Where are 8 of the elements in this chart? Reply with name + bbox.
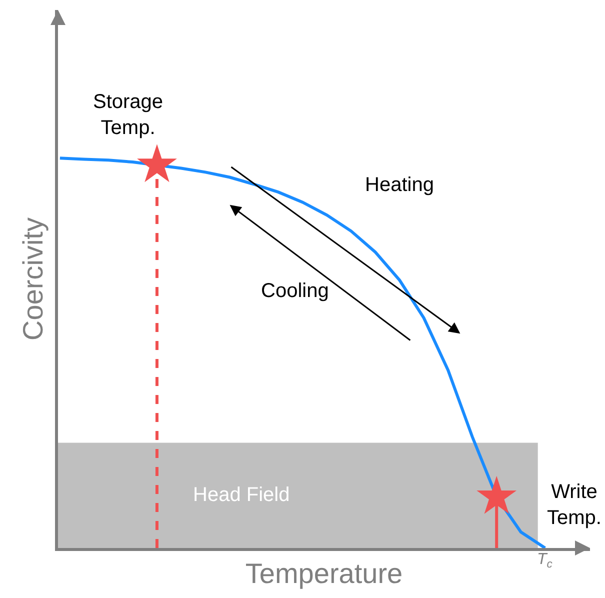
- y-axis-title: Coercivity: [18, 218, 49, 340]
- text: T$_{c}$: [537, 551, 553, 570]
- text: Write Temp.: [547, 481, 602, 529]
- x-axis-title: Temperature: [245, 558, 403, 590]
- band-label: Head Field: [193, 484, 290, 506]
- text: Storage Temp.: [93, 91, 164, 139]
- annotation: Cooling: [261, 280, 329, 302]
- annotation: Heating: [365, 174, 434, 196]
